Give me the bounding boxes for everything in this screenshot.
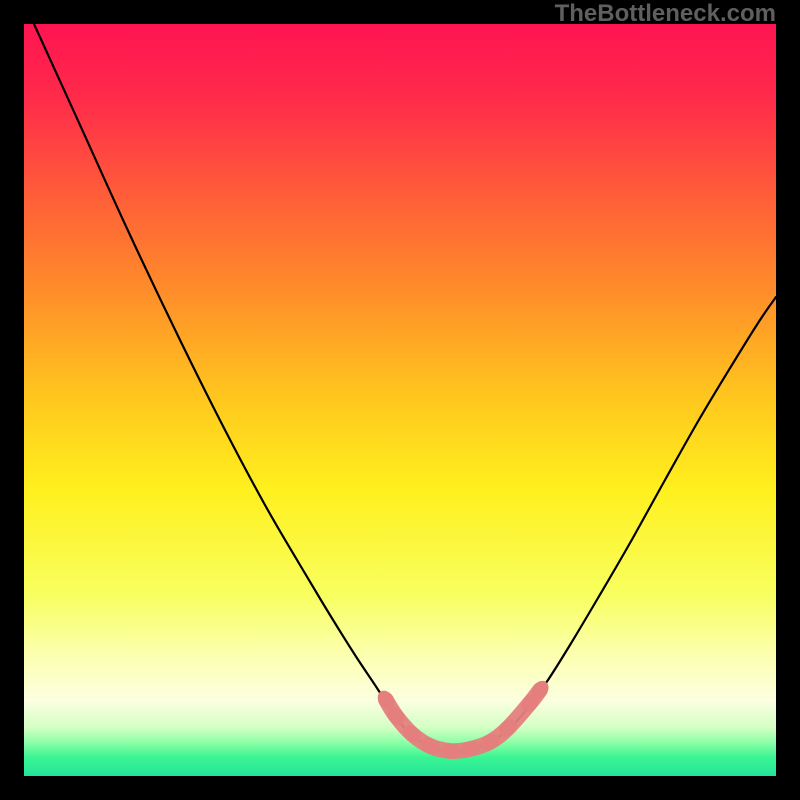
chart-frame: TheBottleneck.com (0, 0, 800, 800)
gradient-background (24, 24, 776, 776)
watermark-text: TheBottleneck.com (555, 0, 776, 28)
